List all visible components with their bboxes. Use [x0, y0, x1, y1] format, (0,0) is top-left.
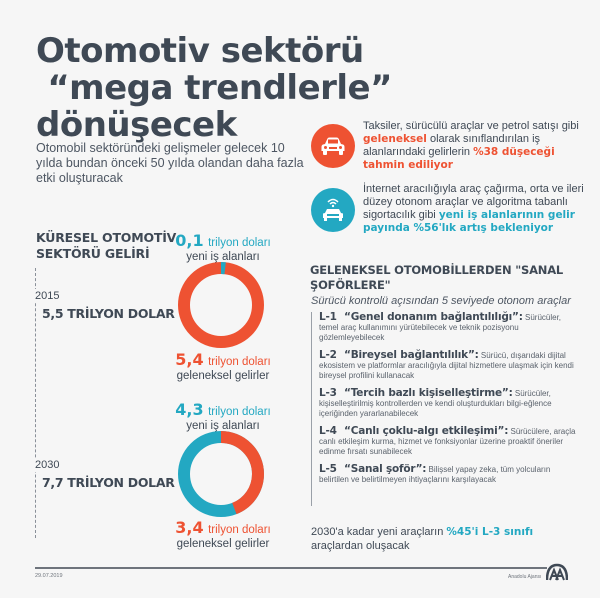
total-2015: 5,5 TRİLYON DOLAR — [42, 306, 175, 321]
level-item-l5: L-5 “Sanal şoför”: Bilişsel yapay zeka, … — [319, 464, 581, 485]
traditional-label-2030: geleneksel gelirler — [176, 538, 270, 550]
level-desc: Sürücüler, temel araç kullanımını yürüte… — [319, 313, 562, 342]
traditional-unit-2030: trilyon doları — [208, 524, 271, 536]
new-unit-2030: trilyon doları — [208, 406, 271, 418]
info-1-text-b: olarak sınıflandırılan iş alanlarındaki … — [363, 133, 541, 158]
info-2-highlight: yeni iş alanlarının gelir payında %56'lı… — [363, 209, 575, 234]
autonomy-heading: GELENEKSEL OTOMOBİLLERDEN "SANAL ŞOFÖRLE… — [310, 263, 564, 292]
donut-chart-2015 — [178, 262, 264, 348]
info-1-highlight-a: geleneksel — [363, 133, 427, 145]
title-line-2: “mega trendlerle” — [36, 68, 392, 108]
level-item-l3: L-3 “Tercih bazlı kişiselleştirme”: Sürü… — [319, 388, 581, 419]
new-label-2030: yeni iş alanları — [186, 420, 260, 432]
level-code: L-2 — [319, 349, 337, 361]
donut-2015-new-label: 0,1 trilyon doları yeni iş alanları — [158, 231, 288, 264]
donut-2030-traditional-label: 3,4 trilyon doları geleneksel gelirler — [158, 518, 288, 551]
connected-car-icon — [311, 188, 355, 232]
level-name: “Canlı çoklu-algı etkileşimi”: — [344, 425, 509, 437]
level-desc: Sürücülere, araçla canlı etkileşim kurma… — [319, 427, 576, 456]
year-2015: 2015 — [35, 289, 60, 303]
level-name: “Tercih bazlı kişiselleştirme”: — [344, 387, 513, 399]
level-desc: Bilişsel yapay zeka, tüm yolcuların beli… — [319, 465, 551, 484]
autonomy-subtitle: Sürücü kontrolü açısından 5 seviyede oto… — [311, 295, 571, 307]
info-1-text-a: Taksiler, sürücülü araçlar ve petrol sat… — [363, 120, 579, 132]
new-unit-2015: trilyon doları — [208, 237, 271, 249]
publish-date: 29.07.2019 — [35, 573, 63, 579]
traditional-unit-2015: trilyon doları — [208, 356, 271, 368]
info-traditional: Taksiler, sürücülü araçlar ve petrol sat… — [311, 120, 591, 180]
traditional-value-2030: 3,4 — [175, 518, 204, 537]
level-code: L-4 — [319, 425, 337, 437]
donut-chart-2030 — [178, 431, 264, 517]
bottom-note-text-a: 2030'a kadar yeni araçların — [311, 526, 447, 538]
traditional-label-2015: geleneksel gelirler — [176, 370, 270, 382]
level-name: “Genel donanım bağlantılılığı”: — [344, 311, 523, 323]
page-title: Otomotiv sektörü “mega trendlerle” dönüş… — [36, 31, 392, 145]
new-value-2015: 0,1 — [175, 231, 204, 250]
level-desc: Sürücüler, kişiselleştirilmiş kontroller… — [319, 389, 552, 418]
title-line-1: Otomotiv sektörü — [36, 31, 364, 71]
info-traditional-text: Taksiler, sürücülü araçlar ve petrol sat… — [363, 120, 593, 172]
footer-divider — [35, 567, 547, 569]
title-line-3: dönüşecek — [36, 105, 237, 145]
bottom-note-highlight: %45'i L-3 sınıfı — [446, 526, 534, 538]
level-code: L-1 — [319, 311, 337, 323]
level-item-l1: L-1 “Genel donanım bağlantılılığı”: Sürü… — [319, 312, 581, 343]
new-value-2030: 4,3 — [175, 400, 204, 419]
info-2-text: İnternet aracılığıyla araç çağırma, orta… — [363, 183, 584, 221]
donut-2015-traditional-label: 5,4 trilyon doları geleneksel gelirler — [158, 350, 288, 383]
total-2030: 7,7 TRİLYON DOLAR — [42, 475, 175, 490]
year-2030: 2030 — [35, 458, 60, 472]
timeline-dashed-line — [35, 268, 36, 538]
level-item-l4: L-4 “Canlı çoklu-algı etkileşimi”: Sürüc… — [319, 426, 581, 457]
agency-name: Anadolu Ajansı — [508, 574, 542, 580]
info-1-highlight-b: %38 düşeceği tahmin ediliyor — [363, 146, 555, 171]
level-name: “Sanal şoför”: — [344, 463, 427, 475]
aa-logo-icon — [546, 563, 568, 581]
level-code: L-5 — [319, 463, 337, 475]
info-new-text: İnternet aracılığıyla araç çağırma, orta… — [363, 183, 593, 235]
level-item-l2: L-2 “Bireysel bağlantılılık”: Sürücü, dı… — [319, 350, 581, 381]
level-name: “Bireysel bağlantılılık”: — [344, 349, 479, 361]
traditional-value-2015: 5,4 — [175, 350, 204, 369]
level-desc: Sürücü, dışarıdaki dijital ekosistem ve … — [319, 351, 574, 380]
autonomy-levels-list: L-1 “Genel donanım bağlantılılığı”: Sürü… — [311, 312, 581, 506]
donut-2030-new-label: 4,3 trilyon doları yeni iş alanları — [158, 400, 288, 433]
bottom-note-text-b: araçlardan oluşacak — [311, 540, 410, 552]
new-label-2015: yeni iş alanları — [186, 251, 260, 263]
level-code: L-3 — [319, 387, 337, 399]
car-icon — [311, 124, 355, 168]
subtitle: Otomobil sektöründeki gelişmeler gelecek… — [36, 141, 304, 185]
bottom-note: 2030'a kadar yeni araçların %45'i L-3 sı… — [311, 525, 571, 553]
info-new: İnternet aracılığıyla araç çağırma, orta… — [311, 183, 591, 243]
revenue-section-title: KÜRESEL OTOMOTİV SEKTÖRÜ GELİRİ — [36, 230, 177, 261]
